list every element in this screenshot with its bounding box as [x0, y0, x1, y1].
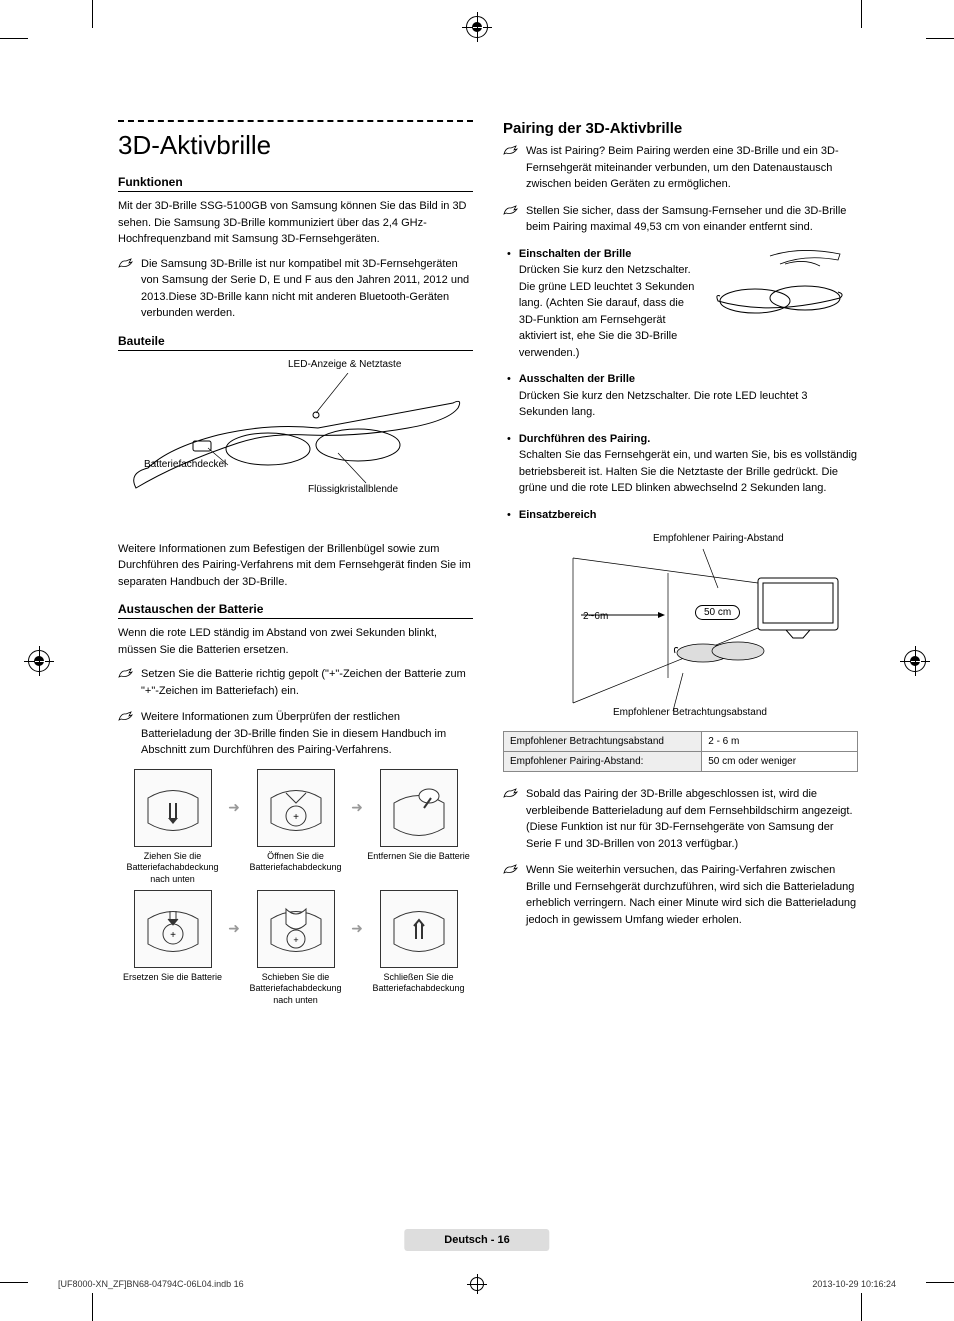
battery-step: + Öffnen Sie die Batteriefachabdeckung	[241, 769, 350, 886]
bullet-icon: •	[503, 507, 511, 524]
battery-step: + Schieben Sie die Batteriefachabdeckung…	[241, 890, 350, 1007]
page-footer: Deutsch - 16	[404, 1229, 549, 1251]
battery-step-image: +	[257, 890, 335, 968]
note-icon	[503, 864, 518, 875]
bullet-title: Durchführen des Pairing.	[519, 431, 858, 448]
bullet-title: Einsatzbereich	[519, 507, 858, 524]
bullet-item: • Ausschalten der Brille Drücken Sie kur…	[503, 371, 858, 421]
crop-mark	[926, 38, 954, 39]
crop-mark	[92, 0, 93, 28]
main-title: 3D-Aktivbrille	[118, 120, 473, 161]
hand-glasses-illustration	[710, 246, 850, 326]
arrow-icon: ➜	[227, 890, 241, 968]
battery-steps-grid: Ziehen Sie die Batteriefachabdeckung nac…	[118, 769, 473, 1015]
note-item: Stellen Sie sicher, dass der Samsung-Fer…	[503, 203, 858, 236]
note-item: Wenn Sie weiterhin versuchen, das Pairin…	[503, 862, 858, 928]
battery-step: Ziehen Sie die Batteriefachabdeckung nac…	[118, 769, 227, 886]
note-icon	[118, 258, 133, 269]
bullet-body: Schalten Sie das Fernsehgerät ein, und w…	[519, 447, 858, 497]
functions-heading: Funktionen	[118, 175, 473, 192]
registration-mark	[28, 650, 50, 672]
bullet-item: • Einschalten der Brille Drücken Sie kur…	[503, 246, 858, 362]
parts-heading: Bauteile	[118, 334, 473, 351]
battery-step-image: +	[257, 769, 335, 847]
crop-mark	[0, 38, 28, 39]
note-icon	[503, 788, 518, 799]
range-diagram: Empfohlener Pairing-Abstand 2~6m 50 cm E…	[503, 533, 858, 723]
note-item: Weitere Informationen zum Überprüfen der…	[118, 709, 473, 759]
note-item: Setzen Sie die Batterie richtig gepolt (…	[118, 666, 473, 699]
battery-step-image	[380, 890, 458, 968]
footer-file: [UF8000-XN_ZF]BN68-04794C-06L04.indb 16	[58, 1279, 244, 1289]
bullet-icon: •	[503, 246, 511, 362]
battery-caption: Öffnen Sie die Batteriefachabdeckung	[241, 851, 350, 874]
bullet-item: • Einsatzbereich	[503, 507, 858, 524]
bullet-item: • Durchführen des Pairing. Schalten Sie …	[503, 431, 858, 497]
page-content: 3D-Aktivbrille Funktionen Mit der 3D-Bri…	[118, 120, 858, 1015]
battery-step-image: +	[134, 890, 212, 968]
battery-caption: Schließen Sie die Batteriefachabdeckung	[364, 972, 473, 995]
bullet-icon: •	[503, 371, 511, 421]
table-cell: Empfohlener Pairing-Abstand:	[504, 752, 702, 772]
note-text: Wenn Sie weiterhin versuchen, das Pairin…	[526, 862, 858, 928]
registration-mark	[466, 16, 488, 38]
note-text: Die Samsung 3D-Brille ist nur kompatibel…	[141, 256, 473, 322]
registration-mark	[904, 650, 926, 672]
table-row: Empfohlener Pairing-Abstand: 50 cm oder …	[504, 752, 858, 772]
battery-step-image	[380, 769, 458, 847]
svg-text:+: +	[293, 812, 299, 823]
table-row: Empfohlener Betrachtungsabstand 2 - 6 m	[504, 732, 858, 752]
crop-mark	[861, 0, 862, 28]
range-table: Empfohlener Betrachtungsabstand 2 - 6 m …	[503, 731, 858, 772]
left-column: 3D-Aktivbrille Funktionen Mit der 3D-Bri…	[118, 120, 473, 1015]
footer-timestamp: 2013-10-29 10:16:24	[812, 1279, 896, 1289]
svg-text:+: +	[170, 930, 176, 941]
battery-step: Schließen Sie die Batteriefachabdeckung	[364, 890, 473, 1007]
pairing-heading: Pairing der 3D-Aktivbrille	[503, 120, 858, 137]
glasses-diagram: LED-Anzeige & Netztaste Batteriefachdeck…	[118, 359, 473, 529]
crop-mark	[0, 1282, 28, 1283]
note-text: Sobald das Pairing der 3D-Brille abgesch…	[526, 786, 858, 852]
label-led: LED-Anzeige & Netztaste	[288, 359, 401, 370]
arrow-icon: ➜	[227, 769, 241, 847]
battery-caption: Schieben Sie die Batteriefachabdeckung n…	[241, 972, 350, 1007]
right-column: Pairing der 3D-Aktivbrille Was ist Pairi…	[503, 120, 858, 1015]
battery-heading: Austauschen der Batterie	[118, 602, 473, 619]
functions-paragraph: Mit der 3D-Brille SSG-5100GB von Samsung…	[118, 198, 473, 248]
note-icon	[503, 205, 518, 216]
label-cover: Batteriefachdeckel	[144, 459, 226, 470]
note-text: Weitere Informationen zum Überprüfen der…	[141, 709, 473, 759]
note-item: Sobald das Pairing der 3D-Brille abgesch…	[503, 786, 858, 852]
table-cell: 2 - 6 m	[702, 732, 858, 752]
battery-caption: Ersetzen Sie die Batterie	[123, 972, 222, 984]
note-icon	[118, 668, 133, 679]
crop-mark	[92, 1293, 93, 1321]
battery-caption: Ziehen Sie die Batteriefachabdeckung nac…	[118, 851, 227, 886]
label-lcd: Flüssigkristallblende	[308, 484, 398, 495]
parts-info: Weitere Informationen zum Befestigen der…	[118, 541, 473, 591]
note-icon	[118, 711, 133, 722]
battery-step: Entfernen Sie die Batterie	[364, 769, 473, 886]
note-text: Was ist Pairing? Beim Pairing werden ein…	[526, 143, 858, 193]
arrow-icon: ➜	[350, 890, 364, 968]
svg-text:+: +	[293, 935, 298, 945]
battery-caption: Entfernen Sie die Batterie	[367, 851, 470, 863]
note-item: Was ist Pairing? Beim Pairing werden ein…	[503, 143, 858, 193]
bullet-body: Drücken Sie kurz den Netzschalter. Die r…	[519, 388, 858, 421]
bullet-icon: •	[503, 431, 511, 497]
bullet-title: Ausschalten der Brille	[519, 371, 858, 388]
table-cell: 50 cm oder weniger	[702, 752, 858, 772]
battery-step: + Ersetzen Sie die Batterie	[118, 890, 227, 1007]
battery-paragraph: Wenn die rote LED ständig im Abstand von…	[118, 625, 473, 658]
registration-mark	[470, 1277, 484, 1291]
battery-step-image	[134, 769, 212, 847]
note-item: Die Samsung 3D-Brille ist nur kompatibel…	[118, 256, 473, 322]
crop-mark	[861, 1293, 862, 1321]
note-text: Stellen Sie sicher, dass der Samsung-Fer…	[526, 203, 858, 236]
note-icon	[503, 145, 518, 156]
arrow-icon: ➜	[350, 769, 364, 847]
crop-mark	[926, 1282, 954, 1283]
table-cell: Empfohlener Betrachtungsabstand	[504, 732, 702, 752]
note-text: Setzen Sie die Batterie richtig gepolt (…	[141, 666, 473, 699]
